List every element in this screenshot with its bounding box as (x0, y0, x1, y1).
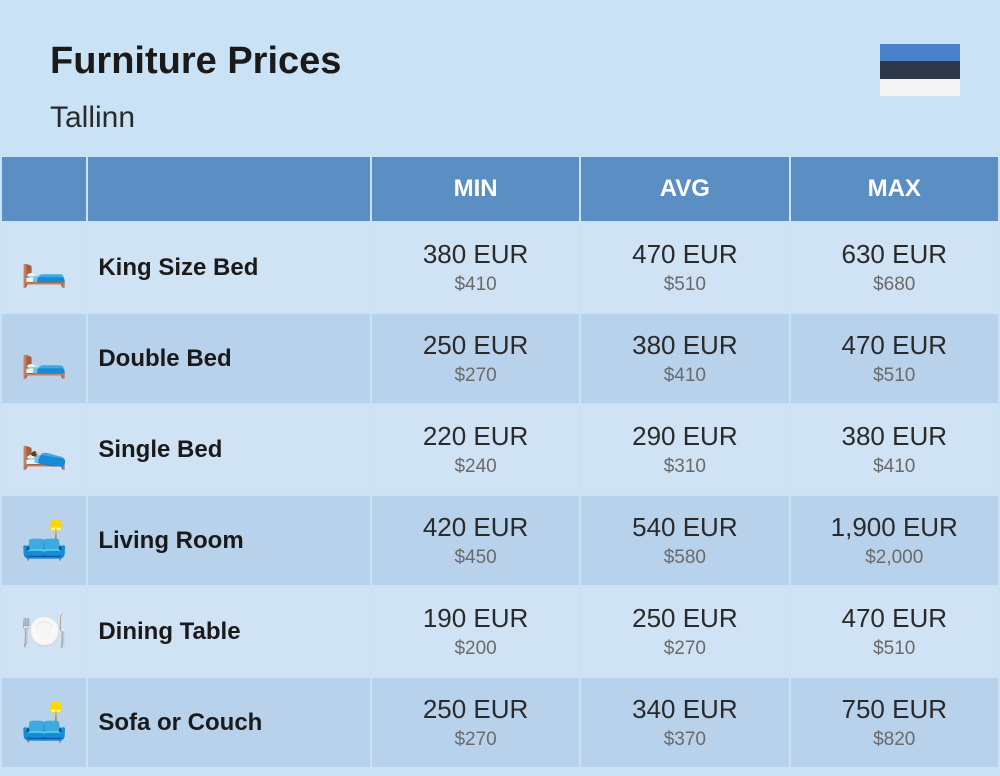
price-cell: 630 EUR $680 (791, 223, 999, 312)
table-row: 🍽️Dining Table190 EUR $200250 EUR $270470 … (2, 587, 998, 676)
price-eur: 380 EUR (581, 330, 788, 361)
page-title: Furniture Prices (50, 40, 341, 83)
header-name-col (88, 157, 370, 221)
row-icon: 🛏️ (2, 314, 86, 403)
flag-stripe-top (880, 44, 960, 61)
table-row: 🛏️King Size Bed380 EUR $410470 EUR $510630… (2, 223, 998, 312)
price-eur: 470 EUR (581, 239, 788, 270)
price-eur: 750 EUR (791, 694, 999, 725)
row-icon: 🍽️ (2, 587, 86, 676)
header-icon-col (2, 157, 86, 221)
price-eur: 220 EUR (372, 421, 579, 452)
price-cell: 380 EUR $410 (372, 223, 579, 312)
price-usd: $240 (372, 456, 579, 478)
flag-stripe-middle (880, 61, 960, 78)
price-eur: 630 EUR (791, 239, 999, 270)
header-min: MIN (372, 157, 579, 221)
row-name: Single Bed (88, 405, 370, 494)
row-icon: 🛋️ (2, 496, 86, 585)
price-usd: $270 (372, 365, 579, 387)
row-icon: 🛌 (2, 405, 86, 494)
price-usd: $270 (581, 638, 788, 660)
row-name: King Size Bed (88, 223, 370, 312)
price-eur: 340 EUR (581, 694, 788, 725)
price-cell: 470 EUR $510 (791, 587, 999, 676)
prices-table: MIN AVG MAX 🛏️King Size Bed380 EUR$41047… (0, 155, 1000, 769)
price-cell: 250 EUR $270 (581, 587, 788, 676)
row-name: Double Bed (88, 314, 370, 403)
header-max: MAX (791, 157, 999, 221)
price-usd: $450 (372, 547, 579, 569)
row-icon: 🛋️ (2, 678, 86, 767)
price-cell: 250 EUR $270 (372, 678, 579, 767)
table-header-row: MIN AVG MAX (2, 157, 998, 221)
price-cell: 750 EUR $820 (791, 678, 999, 767)
price-usd: $370 (581, 729, 788, 751)
price-eur: 420 EUR (372, 512, 579, 543)
header-text-block: Furniture Prices Tallinn (50, 40, 341, 135)
price-cell: 250 EUR $270 (372, 314, 579, 403)
flag-stripe-bottom (880, 79, 960, 96)
header-avg: AVG (581, 157, 788, 221)
price-eur: 190 EUR (372, 603, 579, 634)
price-eur: 540 EUR (581, 512, 788, 543)
price-cell: 290 EUR $310 (581, 405, 788, 494)
price-usd: $580 (581, 547, 788, 569)
price-usd: $410 (581, 365, 788, 387)
header: Furniture Prices Tallinn (0, 0, 1000, 155)
price-cell: 340 EUR $370 (581, 678, 788, 767)
table-row: 🛌Single Bed220 EUR $240290 EUR $310380 EUR… (2, 405, 998, 494)
price-cell: 380 EUR $410 (581, 314, 788, 403)
price-usd: $820 (791, 729, 999, 751)
price-usd: $2,000 (791, 547, 999, 569)
price-usd: $200 (372, 638, 579, 660)
price-usd: $310 (581, 456, 788, 478)
price-usd: $510 (581, 274, 788, 296)
row-name: Living Room (88, 496, 370, 585)
price-usd: $410 (791, 456, 999, 478)
price-cell: 380 EUR $410 (791, 405, 999, 494)
price-cell: 1,900 EUR $2,000 (791, 496, 999, 585)
table-row: 🛏️Double Bed250 EUR $270380 EUR $410470 EU… (2, 314, 998, 403)
price-usd: $680 (791, 274, 999, 296)
price-eur: 250 EUR (581, 603, 788, 634)
price-usd: $270 (372, 729, 579, 751)
price-cell: 470 EUR $510 (791, 314, 999, 403)
row-name: Dining Table (88, 587, 370, 676)
table-row: 🛋️Sofa or Couch250 EUR $270340 EUR $370750… (2, 678, 998, 767)
price-eur: 380 EUR (372, 239, 579, 270)
price-cell: 190 EUR $200 (372, 587, 579, 676)
price-eur: 290 EUR (581, 421, 788, 452)
row-icon: 🛏️ (2, 223, 86, 312)
price-eur: 250 EUR (372, 694, 579, 725)
table-row: 🛋️Living Room420 EUR $450540 EUR $5801,900… (2, 496, 998, 585)
price-cell: 540 EUR $580 (581, 496, 788, 585)
price-eur: 1,900 EUR (791, 512, 999, 543)
price-cell: 220 EUR $240 (372, 405, 579, 494)
price-eur: 380 EUR (791, 421, 999, 452)
price-usd: $410 (372, 274, 579, 296)
price-eur: 470 EUR (791, 330, 999, 361)
price-cell: 420 EUR $450 (372, 496, 579, 585)
row-name: Sofa or Couch (88, 678, 370, 767)
flag-icon (880, 44, 960, 96)
price-usd: $510 (791, 638, 999, 660)
price-eur: 470 EUR (791, 603, 999, 634)
price-eur: 250 EUR (372, 330, 579, 361)
price-usd: $510 (791, 365, 999, 387)
page-subtitle: Tallinn (50, 101, 341, 135)
price-cell: 470 EUR $510 (581, 223, 788, 312)
